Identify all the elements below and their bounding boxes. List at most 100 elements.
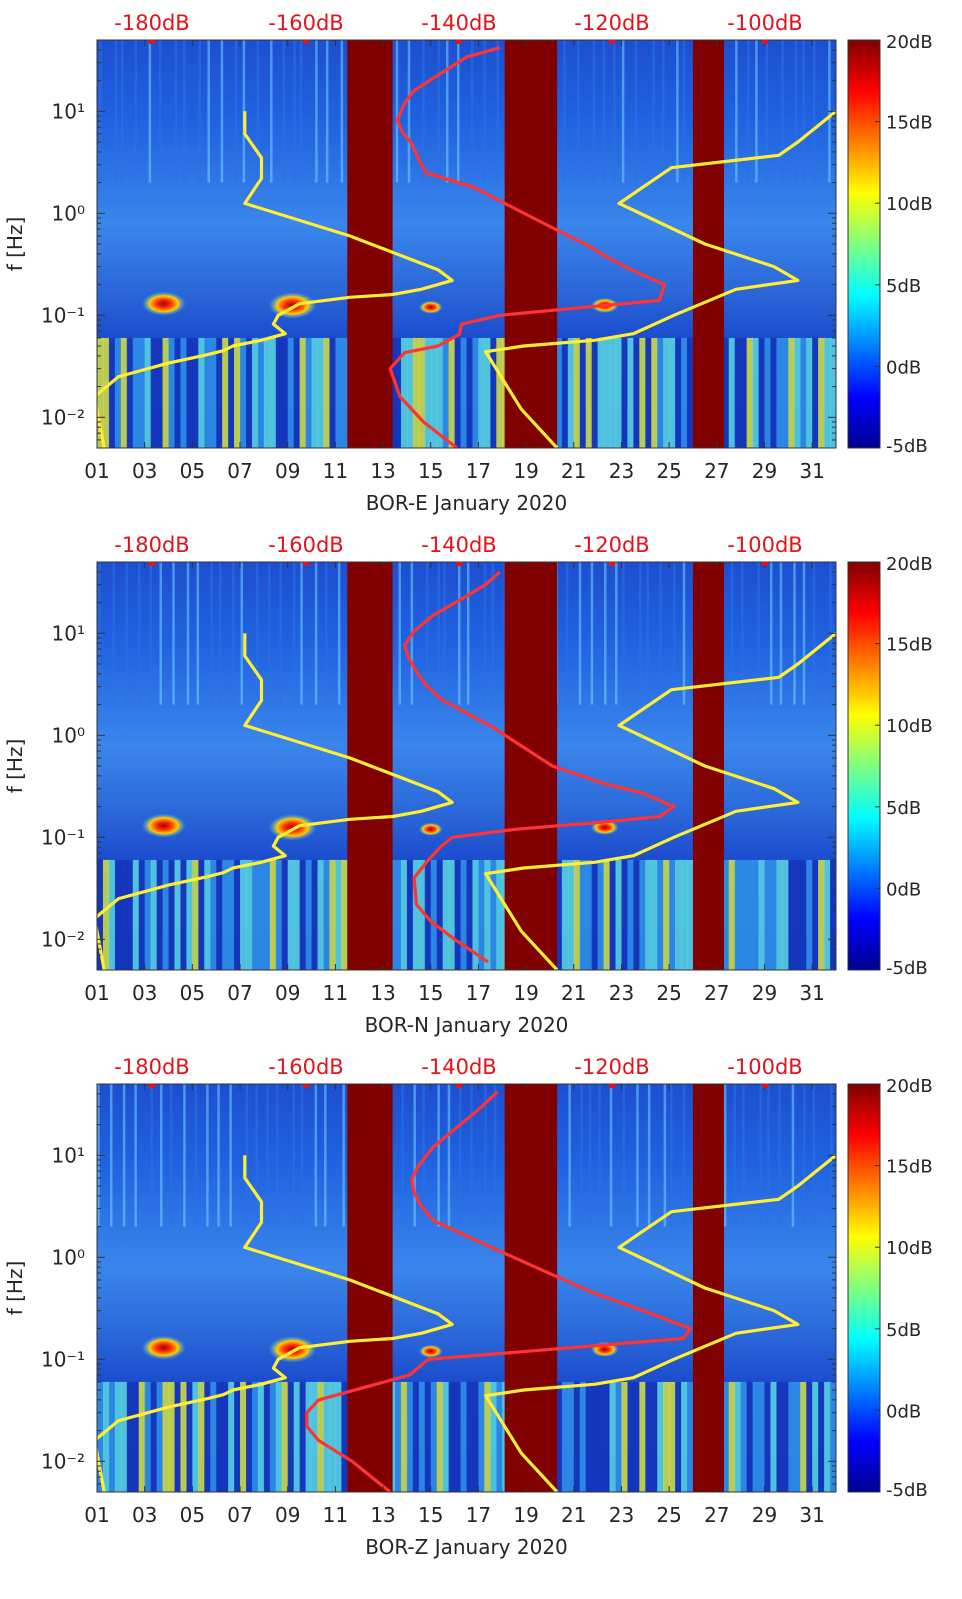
colorbar-tick-label: -5dB xyxy=(886,436,928,457)
colorbar-tick-label: 0dB xyxy=(886,879,921,900)
top-axis-db-label: -120dB xyxy=(574,11,649,35)
x-axis-label: BOR-N January 2020 xyxy=(365,1013,569,1037)
top-axis-db-tick xyxy=(303,40,309,44)
x-tick-label: 09 xyxy=(275,459,300,483)
x-tick-label: 27 xyxy=(704,1503,729,1527)
colorbar-tick-label: 15dB xyxy=(886,1157,933,1178)
x-tick-label: 01 xyxy=(84,981,109,1005)
x-tick-label: 21 xyxy=(561,459,586,483)
x-axis-label: BOR-E January 2020 xyxy=(366,491,567,515)
x-tick-label: 25 xyxy=(656,459,681,483)
colorbar-tick-label: 15dB xyxy=(886,635,933,656)
colorbar-tick-label: 10dB xyxy=(886,716,933,737)
spectrogram-image xyxy=(97,40,836,448)
x-tick-label: 05 xyxy=(180,981,205,1005)
x-tick-label: 23 xyxy=(609,981,634,1005)
microseism-hotspot xyxy=(141,1335,186,1360)
top-axis-db-tick xyxy=(762,40,768,44)
y-tick-label: 10¹ xyxy=(52,621,85,645)
x-tick-label: 07 xyxy=(227,981,252,1005)
colorbar-tick-label: 0dB xyxy=(886,357,921,378)
psd-curve-red xyxy=(388,46,667,448)
x-tick-label: 17 xyxy=(466,1503,491,1527)
x-tick-label: 23 xyxy=(609,1503,634,1527)
x-tick-label: 11 xyxy=(323,1503,348,1527)
x-tick-label: 05 xyxy=(180,1503,205,1527)
x-tick-label: 27 xyxy=(704,459,729,483)
spectrogram-panel: 01 03 05 07 09 11 13 15 17 19 21 23 25 27 29 31 BOR-N Ja… xyxy=(3,533,933,1037)
noise-model-curve-yellow xyxy=(484,1154,836,1492)
x-tick-label: 07 xyxy=(227,1503,252,1527)
colorbar-tick-label: 5dB xyxy=(886,1320,921,1341)
y-tick-label: 10⁰ xyxy=(52,201,85,225)
microseism-hotspot xyxy=(268,1336,317,1363)
colorbar-tick-label: 15dB xyxy=(886,113,933,134)
x-tick-label: 13 xyxy=(370,1503,395,1527)
noise-model-curve-yellow xyxy=(97,111,454,448)
x-tick-label: 11 xyxy=(323,459,348,483)
microseism-hotspot xyxy=(141,813,186,838)
x-tick-label: 25 xyxy=(656,981,681,1005)
microseism-hotspot xyxy=(418,822,443,836)
x-tick-label: 25 xyxy=(656,1503,681,1527)
y-tick-label: 10⁻² xyxy=(41,927,85,951)
x-tick-label: 03 xyxy=(132,981,157,1005)
x-tick-label: 17 xyxy=(466,981,491,1005)
colorbar-tick-label: 5dB xyxy=(886,276,921,297)
spectrogram-panel: 01 03 05 07 09 11 13 15 17 19 21 23 25 27 29 31 BOR-E Ja… xyxy=(3,11,933,515)
psd-curve-red xyxy=(402,570,676,964)
x-tick-label: 13 xyxy=(370,981,395,1005)
colorbar-tick-label: 20dB xyxy=(886,32,933,53)
top-axis-db-tick xyxy=(762,562,768,566)
x-tick-label: 23 xyxy=(609,459,634,483)
top-axis-db-tick xyxy=(149,40,155,44)
y-tick-label: 10⁻² xyxy=(41,1449,85,1473)
top-axis-db-label: -140dB xyxy=(421,11,496,35)
x-tick-label: 29 xyxy=(752,1503,777,1527)
top-axis-db-tick xyxy=(609,562,615,566)
top-axis-db-tick xyxy=(303,1084,309,1088)
colorbar-tick-label: -5dB xyxy=(886,958,928,979)
x-tick-label: 03 xyxy=(132,1503,157,1527)
spectrogram-image xyxy=(97,1084,836,1492)
x-tick-label: 01 xyxy=(84,459,109,483)
colorbar-tick-label: 20dB xyxy=(886,1076,933,1097)
y-tick-label: 10⁻² xyxy=(41,405,85,429)
y-tick-label: 10⁻¹ xyxy=(41,825,85,849)
microseism-hotspot xyxy=(268,292,317,319)
x-tick-label: 15 xyxy=(418,981,443,1005)
x-tick-label: 13 xyxy=(370,459,395,483)
x-tick-label: 15 xyxy=(418,459,443,483)
top-axis-db-tick xyxy=(456,1084,462,1088)
data-gap-band xyxy=(504,40,558,448)
noise-model-curve-yellow xyxy=(484,632,836,970)
y-tick-label: 10⁻¹ xyxy=(41,303,85,327)
colorbar-tick-label: 5dB xyxy=(886,798,921,819)
data-gap-band xyxy=(504,562,558,970)
noise-model-curve-yellow xyxy=(97,1155,454,1492)
x-tick-label: 07 xyxy=(227,459,252,483)
x-tick-label: 19 xyxy=(513,459,538,483)
y-tick-label: 10¹ xyxy=(52,1143,85,1167)
top-axis-db-label: -160dB xyxy=(268,1055,343,1079)
spectrogram-panel: 01 03 05 07 09 11 13 15 17 19 21 23 25 27 29 31 BOR-Z Ja… xyxy=(3,1055,933,1559)
x-tick-label: 05 xyxy=(180,459,205,483)
y-tick-label: 10⁰ xyxy=(52,1245,85,1269)
top-axis-db-tick xyxy=(456,562,462,566)
x-tick-label: 19 xyxy=(513,981,538,1005)
top-axis-db-label: -180dB xyxy=(114,1055,189,1079)
x-tick-label: 29 xyxy=(752,459,777,483)
x-tick-label: 09 xyxy=(275,981,300,1005)
colorbar-tick-label: -5dB xyxy=(886,1480,928,1501)
x-tick-label: 11 xyxy=(323,981,348,1005)
data-gap-band xyxy=(504,1084,558,1492)
x-tick-label: 21 xyxy=(561,981,586,1005)
x-tick-label: 15 xyxy=(418,1503,443,1527)
top-axis-db-label: -140dB xyxy=(421,533,496,557)
x-tick-label: 21 xyxy=(561,1503,586,1527)
y-tick-label: 10¹ xyxy=(52,99,85,123)
colorbar-tick-label: 10dB xyxy=(886,1238,933,1259)
noise-model-curve-yellow xyxy=(97,633,454,970)
top-axis-db-tick xyxy=(609,40,615,44)
